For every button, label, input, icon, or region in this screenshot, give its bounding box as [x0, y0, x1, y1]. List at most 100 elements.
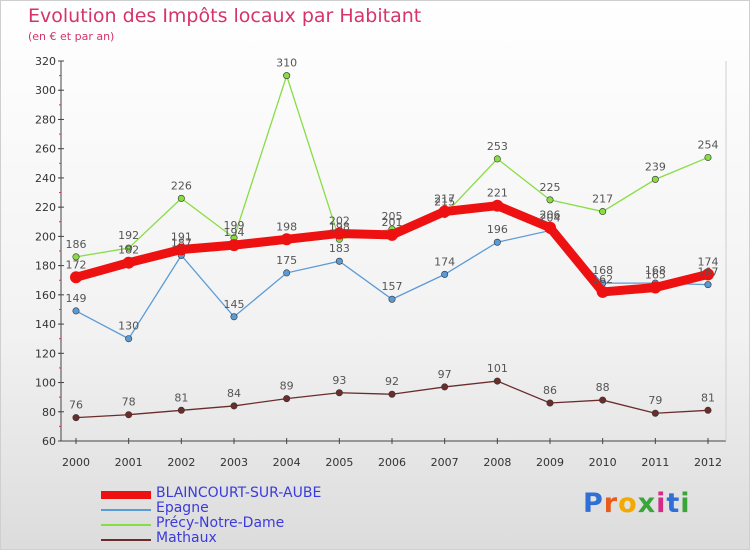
x-tick-label: 2008	[483, 456, 511, 469]
data-label: 174	[434, 255, 455, 268]
data-label: 204	[540, 212, 561, 225]
data-label: 194	[224, 226, 245, 239]
data-point	[230, 402, 238, 410]
x-tick-label: 2006	[378, 456, 406, 469]
data-label: 81	[174, 391, 188, 404]
data-point	[493, 238, 501, 246]
data-label: 145	[224, 298, 245, 311]
logo-letter: x	[637, 488, 657, 519]
data-point	[438, 205, 451, 218]
x-tick-label: 2000	[62, 456, 90, 469]
data-label: 149	[66, 292, 87, 305]
logo-letter: i	[680, 488, 691, 519]
data-label: 183	[329, 242, 350, 255]
x-tick-label: 2004	[273, 456, 301, 469]
data-label: 168	[645, 264, 666, 277]
data-point	[230, 313, 238, 321]
y-tick-label: 200	[35, 230, 56, 243]
data-label: 202	[329, 214, 350, 227]
data-point	[335, 257, 343, 265]
data-point	[175, 243, 188, 256]
data-label: 199	[224, 219, 245, 232]
data-point	[333, 227, 346, 240]
data-labels: 76 78 81 84 89 93 92 97 101 86 88 79 81 149 130 187 145 1…	[66, 57, 719, 412]
data-point	[704, 281, 712, 289]
data-label: 168	[592, 264, 613, 277]
data-point	[651, 409, 659, 417]
data-point	[177, 406, 185, 414]
data-label: 101	[487, 362, 508, 375]
data-point	[386, 228, 398, 241]
data-point	[70, 271, 82, 284]
data-label: 191	[171, 231, 192, 244]
data-label: 225	[540, 181, 561, 194]
data-label: 217	[592, 193, 613, 206]
data-point	[125, 244, 133, 252]
data-label: 174	[698, 255, 719, 268]
chart-title: Evolution des Impôts locaux par Habitant	[28, 5, 422, 27]
data-label: 310	[276, 57, 297, 70]
legend-label: Mathaux	[156, 530, 217, 546]
data-point	[280, 233, 293, 246]
legend-swatch	[101, 491, 151, 499]
data-point	[702, 268, 714, 281]
x-tick-label: 2001	[115, 456, 143, 469]
data-label: 81	[701, 391, 715, 404]
data-point	[491, 199, 504, 212]
legend-swatch	[101, 509, 151, 511]
y-tick-label: 300	[35, 84, 56, 97]
data-label: 198	[329, 220, 350, 233]
data-point	[493, 155, 501, 163]
data-point	[649, 281, 662, 294]
data-point	[125, 335, 133, 343]
data-label: 76	[69, 399, 83, 412]
data-label: 206	[540, 209, 561, 222]
data-point	[704, 153, 712, 161]
data-point	[441, 383, 449, 391]
legend-swatch	[101, 539, 151, 541]
chart-subtitle: (en € et par an)	[28, 30, 115, 43]
data-label: 130	[118, 320, 139, 333]
logo-letter: i	[656, 488, 667, 519]
data-label: 217	[434, 193, 455, 206]
y-tick-label: 60	[42, 435, 56, 448]
data-label: 201	[382, 216, 403, 229]
data-label: 187	[171, 236, 192, 249]
data-point	[544, 221, 556, 234]
data-label: 186	[66, 238, 87, 251]
y-tick-label: 320	[35, 55, 56, 68]
data-label: 239	[645, 160, 666, 173]
data-point	[441, 270, 449, 278]
x-tick-label: 2007	[431, 456, 459, 469]
data-label: 215	[434, 195, 455, 208]
data-label: 157	[382, 280, 403, 293]
data-point	[546, 196, 554, 204]
data-point	[283, 395, 291, 403]
y-tick-label: 160	[35, 289, 56, 302]
data-label: 226	[171, 179, 192, 192]
data-point	[335, 389, 343, 397]
data-label: 182	[118, 244, 139, 257]
data-point	[596, 285, 609, 298]
data-point	[125, 411, 133, 419]
proxiti-logo: Proxiti	[583, 488, 691, 519]
legend-label: Précy-Notre-Dame	[156, 515, 285, 531]
data-point	[704, 406, 712, 414]
data-label: 84	[227, 387, 241, 400]
y-tick-label: 140	[35, 318, 56, 331]
data-label: 205	[382, 210, 403, 223]
data-point	[493, 377, 501, 385]
y-tick-label: 240	[35, 172, 56, 185]
x-tick-label: 2010	[589, 456, 617, 469]
data-point	[599, 396, 607, 404]
x-tick-label: 2011	[641, 456, 669, 469]
data-label: 97	[438, 368, 452, 381]
data-point	[72, 253, 80, 261]
y-tick-label: 100	[35, 377, 56, 390]
series-lines	[70, 72, 714, 422]
x-tick-label: 2012	[694, 456, 722, 469]
x-tick-label: 2009	[536, 456, 564, 469]
data-label: 88	[596, 381, 610, 394]
